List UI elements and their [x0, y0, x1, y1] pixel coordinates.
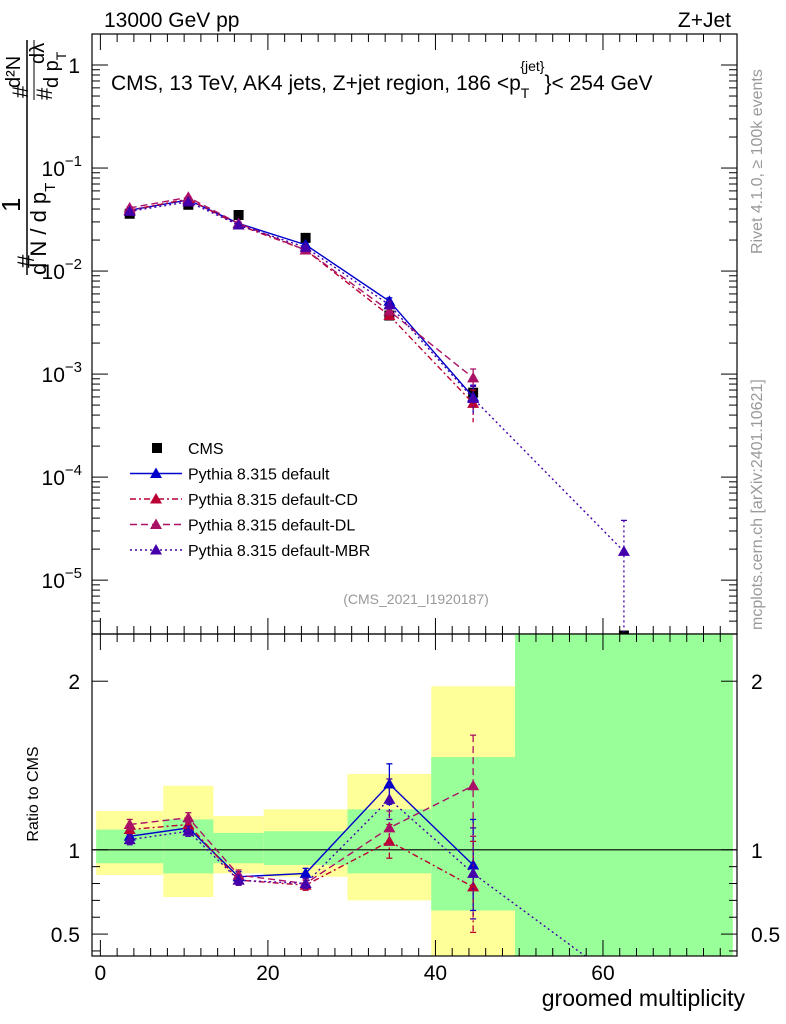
- ratio-y-tick-label-right: 0.5: [751, 924, 780, 947]
- data-point-mbr: [299, 241, 312, 252]
- header-left: 13000 GeV pp: [104, 9, 239, 32]
- ratio-point-mbr: [182, 825, 195, 836]
- legend-label-default: Pythia 8.315 default: [188, 467, 330, 484]
- legend-marker-dl: [150, 518, 162, 529]
- main-panel: 10−5 10−4 10−3 10−2 10−1 1 CMS, 13 TeV, AK4 j…: [42, 33, 738, 635]
- data-point-mbr: [123, 205, 136, 216]
- legend-marker-default: [150, 467, 162, 478]
- legend-item-dl: Pythia 8.315 default-DL: [130, 518, 355, 535]
- data-point-dl: [383, 304, 396, 316]
- ratio-point-cd: [467, 880, 480, 892]
- legend-item-cd: Pythia 8.315 default-CD: [130, 492, 358, 509]
- analysis-watermark: (CMS_2021_I1920187): [343, 591, 489, 607]
- main-ylabel: # 1 d N / d pT # # d²N d pT dλ: [0, 40, 69, 275]
- series-line-dl: [129, 196, 474, 379]
- legend-label-cms: CMS: [188, 441, 224, 458]
- ratio-ylabel: Ratio to CMS: [25, 746, 42, 841]
- ratio-panel: 0.5 0.51 12 20 20 40 60: [51, 633, 780, 985]
- ratio-point-cd: [383, 835, 396, 846]
- ratio-y-tick-label-left: 2: [68, 671, 80, 694]
- data-point-cms: [233, 210, 244, 221]
- series-dl: [123, 191, 480, 389]
- series-default: [123, 193, 480, 413]
- x-tick-label: 60: [591, 962, 614, 985]
- svg-text:#: #: [8, 85, 33, 98]
- x-axis-label: groomed multiplicity: [542, 985, 746, 1011]
- ratio-series-dl: [123, 734, 480, 890]
- legend-label-cd: Pythia 8.315 default-CD: [188, 492, 358, 509]
- series-mbr: [123, 195, 630, 634]
- ratio-point-dl: [383, 821, 396, 833]
- ratio-point-mbr: [299, 877, 312, 889]
- series-cd: [123, 193, 480, 423]
- y-tick-label: 10−2: [42, 256, 82, 284]
- ratio-frame: [91, 633, 738, 957]
- x-tick-label: 40: [424, 962, 447, 985]
- ratio-point-default: [383, 778, 396, 789]
- series-line-cd: [129, 198, 474, 404]
- svg-text:d²N: d²N: [3, 56, 25, 88]
- ratio-y-tick-label-right: 1: [751, 840, 763, 863]
- data-point-mbr: [617, 545, 630, 556]
- ratio-point-dl: [467, 779, 480, 791]
- legend-label-mbr: Pythia 8.315 default-MBR: [188, 543, 370, 560]
- x-tick-label: 20: [256, 962, 279, 985]
- ratio-point-mbr: [467, 867, 480, 878]
- legend-label-dl: Pythia 8.315 default-DL: [188, 518, 355, 535]
- svg-text:d N / d pT: d N / d pT: [26, 183, 59, 275]
- ratio-point-dl: [182, 811, 195, 823]
- band-green: [515, 634, 733, 956]
- ratio-point-default: [299, 867, 312, 878]
- ratio-line-cd: [129, 823, 474, 888]
- ratio-series-mbr: [123, 778, 587, 956]
- data-point-mbr: [232, 218, 245, 230]
- svg-text:d pT: d pT: [41, 51, 69, 88]
- y-tick-label: 10−4: [42, 462, 82, 490]
- main-title: CMS, 13 TeV, AK4 jets, Z+jet region, 186…: [111, 58, 652, 101]
- ratio-point-dl: [123, 818, 136, 830]
- ratio-line-default: [129, 783, 474, 878]
- ratio-line-dl: [129, 785, 474, 885]
- legend-item-mbr: Pythia 8.315 default-MBR: [130, 543, 370, 560]
- ratio-y-tick-label-left: 1: [68, 840, 80, 863]
- ratio-y-tick-label-right: 2: [751, 671, 763, 694]
- svg-text:dλ: dλ: [27, 43, 49, 64]
- ratio-y-tick-label-left: 0.5: [51, 924, 80, 947]
- band-green: [213, 832, 264, 864]
- legend-marker-mbr: [150, 544, 162, 555]
- data-point-dl: [467, 371, 480, 383]
- series-line-default: [129, 199, 474, 398]
- svg-text:1: 1: [0, 198, 26, 212]
- legend-item-cms: CMS: [152, 441, 224, 458]
- data-point-mbr: [467, 392, 480, 403]
- data-point-mbr: [182, 195, 195, 207]
- ratio-point-mbr: [232, 874, 245, 885]
- series-cms: [124, 199, 629, 634]
- y-tick-label: 10−5: [42, 565, 82, 593]
- y-tick-label: 10−1: [42, 153, 82, 181]
- legend-marker-cms: [152, 443, 162, 453]
- rivet-version-label: Rivet 4.1.0, ≥ 100k events: [749, 69, 766, 254]
- svg-text:#: #: [32, 87, 57, 100]
- legend-item-default: Pythia 8.315 default: [130, 467, 330, 484]
- data-point-cms: [300, 232, 311, 243]
- data-point-mbr: [383, 298, 396, 310]
- ratio-point-mbr: [383, 793, 396, 804]
- x-tick-label: 0: [95, 962, 107, 985]
- mcplots-reference-label: mcplots.cern.ch [arXiv:2401.10621]: [749, 379, 766, 630]
- legend: CMS Pythia 8.315 default Pythia 8.315 defa…: [130, 441, 370, 560]
- legend-marker-cd: [150, 493, 162, 504]
- y-tick-label: 1: [68, 55, 80, 78]
- y-tick-label: 10−3: [42, 359, 82, 387]
- header-right: Z+Jet: [678, 9, 731, 32]
- ratio-point-mbr: [123, 833, 136, 845]
- band-green: [263, 831, 348, 865]
